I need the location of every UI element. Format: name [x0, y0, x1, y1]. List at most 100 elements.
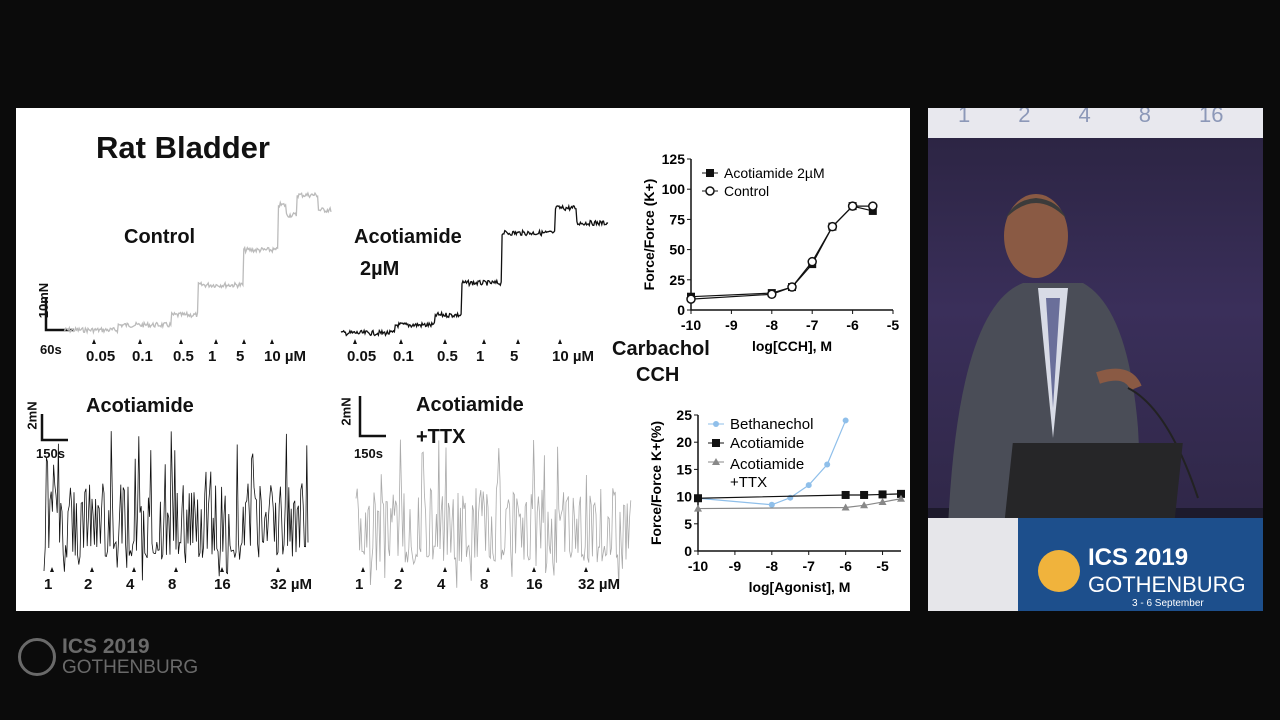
y-tick-label: 10: [676, 489, 692, 505]
dose-arrow-icon: [443, 339, 447, 344]
speaker-video: 1 2 4 8 16 ICS 2019 GOTHENBURG 3 - 6 Septemb…: [928, 108, 1263, 611]
dose-arrow-icon: [486, 567, 490, 572]
legend-marker: [712, 458, 720, 465]
bottom-dose-label: 8: [480, 576, 489, 593]
dose-arrow-icon: [399, 339, 403, 344]
dose-arrow-icon: [361, 567, 365, 572]
x-tick-label: -10: [681, 317, 701, 333]
data-point: [805, 482, 812, 489]
control-label: Control: [124, 226, 196, 248]
ics-logo-icon: [1038, 550, 1080, 592]
bottom-dose-label: 4: [437, 576, 446, 593]
y-tick-label: 50: [669, 242, 685, 258]
x-tick-label: -8: [766, 317, 779, 333]
cch-label: CCH: [636, 364, 680, 386]
acotiamide-spike-trace: [43, 431, 309, 581]
bottom-left-label: Acotiamide: [86, 395, 194, 417]
bottom-dose-label: 2: [84, 576, 93, 593]
dose-arrow-icon: [242, 339, 246, 344]
x-tick-label: -6: [839, 558, 852, 574]
control-trace: [63, 191, 332, 335]
bottom-dose-label: 8: [168, 576, 177, 593]
bottom-dose-label: 2: [394, 576, 403, 593]
x-tick-label: -10: [688, 558, 708, 574]
dose-arrow-icon: [276, 567, 280, 572]
bottom-dose-label: 1: [44, 576, 53, 593]
data-point: [897, 494, 905, 502]
dose-arrow-icon: [220, 567, 224, 572]
legend-label: Bethanechol: [730, 416, 813, 433]
data-point: [807, 256, 817, 267]
dose-arrow-icon: [558, 339, 562, 344]
series-line: [697, 493, 902, 499]
dose-arrow-icon: [532, 567, 536, 572]
dose-arrow-icon: [138, 339, 142, 344]
bottom-dose-label: 4: [126, 576, 135, 593]
dose-arrow-icon: [584, 567, 588, 572]
y-tick-label: 25: [676, 407, 692, 423]
y-tick-label: 20: [676, 434, 692, 450]
legend-label: Acotiamide: [730, 435, 804, 452]
dose-arrow-icon: [516, 339, 520, 344]
top-dose-label: 5: [510, 348, 519, 365]
bottom-dose-label: 32 µM: [270, 576, 312, 593]
bottom-dose-label: 32 µM: [578, 576, 620, 593]
y-tick-label: 100: [662, 181, 686, 197]
scale-time-bottom-mid: 150s: [354, 446, 383, 461]
legend-label: Control: [724, 183, 769, 199]
legend-label: Acotiamide 2µM: [724, 165, 825, 181]
legend-marker: [713, 421, 719, 427]
dose-arrow-icon: [50, 567, 54, 572]
top-dose-label: 1: [476, 348, 485, 365]
y-axis-label: Force/Force K+(%): [648, 421, 664, 545]
top-dose-label: 10 µM: [552, 348, 594, 365]
data-point: [694, 494, 702, 503]
bottom-dose-label: 16: [214, 576, 231, 593]
x-tick-label: -9: [729, 558, 742, 574]
carbachol-label: Carbachol: [612, 338, 710, 360]
x-tick-label: -5: [887, 317, 900, 333]
dose-arrow-icon: [270, 339, 274, 344]
scale-time-bottom-left: 150s: [36, 446, 65, 461]
x-tick-label: -5: [876, 558, 889, 574]
data-point: [841, 503, 850, 511]
top-dose-label: 0.05: [86, 348, 116, 365]
bottom-dose-label: 1: [355, 576, 364, 593]
data-point: [897, 489, 905, 498]
top-dose-label: 10 µM: [264, 348, 306, 365]
y-tick-label: 125: [662, 151, 686, 167]
scale-bar: [40, 414, 68, 442]
data-point: [686, 294, 696, 304]
data-point: [768, 501, 775, 508]
acotiamide-trace: [340, 203, 609, 338]
agonist-dose-response-chart: 0 5 10 15 20 25 -10 -9 -8 -7 -6 -5 log[Agonist], M Fo…: [648, 407, 905, 595]
bottom-mid-label: Acotiamide: [416, 394, 524, 416]
data-point: [767, 289, 777, 300]
x-tick-label: -8: [766, 558, 779, 574]
legend-label: Acotiamide: [730, 456, 804, 473]
slide-title: Rat Bladder: [96, 130, 270, 165]
dose-arrow-icon: [90, 567, 94, 572]
y-tick-label: 15: [676, 461, 692, 477]
y-tick-label: 25: [669, 272, 685, 288]
series-line: [697, 498, 902, 510]
cch-dose-response-chart: 0 25 50 75 100 125 -10 -9 -8 -7 -6 -5 log[CCH], M For…: [641, 151, 899, 354]
dose-arrow-icon: [92, 339, 96, 344]
dose-arrow-icon: [132, 567, 136, 572]
dose-arrow-icon: [179, 339, 183, 344]
data-point: [841, 490, 850, 499]
data-point: [868, 206, 877, 215]
top-dose-label: 0.1: [393, 348, 414, 365]
data-point: [787, 282, 797, 292]
data-point: [878, 490, 887, 499]
data-point: [868, 201, 878, 211]
dose-arrow-icon: [353, 339, 357, 344]
series-line: [697, 420, 847, 506]
presentation-slide: Rat Bladder Control Acotiamide 2µM 10mN …: [16, 108, 910, 611]
x-tick-label: -7: [803, 558, 816, 574]
top-dose-label: 1: [208, 348, 217, 365]
scale-time-top: 60s: [40, 342, 62, 357]
legend-marker: [712, 439, 720, 447]
legend-label: +TTX: [730, 474, 767, 491]
scale-bar: [358, 396, 386, 438]
